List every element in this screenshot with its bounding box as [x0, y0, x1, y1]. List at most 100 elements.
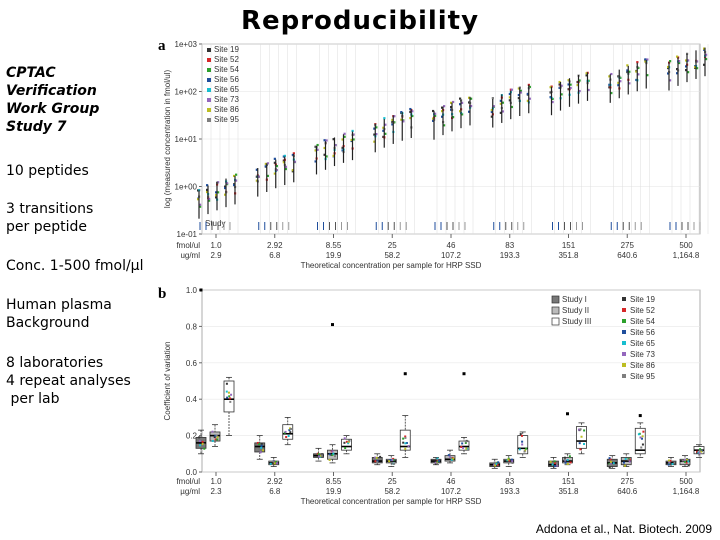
site-point: [507, 458, 510, 461]
data-point: [325, 155, 328, 158]
data-point: [341, 146, 344, 149]
site-point: [465, 447, 468, 450]
site-point: [269, 462, 272, 465]
data-point: [341, 138, 344, 141]
site-point: [436, 457, 439, 460]
data-point: [569, 86, 572, 90]
study-title: CPTAC Verification Work Group Study 7: [6, 64, 99, 136]
site-point: [225, 382, 228, 385]
note-transitions: 3 transitions per peptide: [6, 200, 93, 236]
data-point: [434, 112, 437, 115]
site-point: [225, 390, 228, 393]
data-point: [351, 129, 354, 133]
data-point: [352, 138, 355, 141]
data-point: [217, 191, 220, 194]
data-point: [528, 97, 531, 100]
site-point: [554, 462, 557, 465]
site-point: [404, 436, 407, 439]
data-point: [626, 69, 629, 72]
site-point: [609, 462, 612, 465]
site-point: [388, 460, 391, 463]
data-point: [617, 84, 620, 87]
data-point: [393, 115, 396, 118]
site-point: [494, 464, 497, 467]
site-point: [579, 428, 582, 431]
data-point: [644, 60, 647, 63]
data-point: [560, 93, 563, 96]
x-row-label: µg/ml: [180, 487, 200, 496]
x-tick-label-fmol: 83: [505, 241, 514, 250]
site-point: [434, 462, 437, 465]
site-point: [348, 439, 351, 442]
data-point: [510, 88, 513, 91]
data-point: [470, 104, 473, 108]
site-point: [226, 396, 229, 399]
data-point: [705, 58, 708, 61]
data-point: [619, 80, 622, 83]
site-point: [569, 461, 572, 464]
site-point: [376, 461, 379, 464]
site-point: [407, 445, 410, 448]
y-tick-label: 1.0: [186, 286, 198, 295]
data-point: [636, 61, 639, 64]
site-point: [285, 436, 288, 439]
site-point: [447, 454, 450, 457]
x-tick-label-ugml: 640.6: [617, 487, 638, 496]
data-point: [490, 108, 493, 112]
site-point: [404, 447, 407, 450]
site-point: [436, 460, 439, 463]
note-line: per lab: [6, 391, 60, 407]
site-point: [343, 441, 346, 444]
data-point: [291, 169, 294, 172]
data-point: [694, 66, 697, 69]
x-tick-label-fmol: 8.55: [326, 241, 342, 250]
data-point: [275, 164, 278, 168]
data-point: [499, 102, 502, 105]
site-point: [641, 443, 644, 446]
data-point: [508, 99, 511, 102]
site-point: [201, 440, 204, 443]
x-tick-label-ugml: 107.2: [441, 487, 462, 496]
data-point: [626, 64, 629, 67]
data-point: [508, 96, 511, 99]
data-point: [558, 80, 561, 84]
site-point: [493, 461, 496, 464]
site-point: [583, 429, 586, 432]
data-point: [215, 196, 218, 199]
data-point: [316, 148, 319, 151]
legend-entry: Site 19: [214, 45, 239, 54]
note-laboratories: 8 laboratories 4 repeat analyses per lab: [6, 354, 131, 408]
data-point: [282, 161, 285, 164]
site-point: [642, 430, 645, 433]
data-point: [273, 157, 276, 160]
panel-letter-b: b: [158, 286, 166, 302]
data-point: [685, 69, 688, 72]
box: [634, 427, 646, 455]
data-point: [450, 105, 453, 109]
site-point: [434, 461, 437, 464]
study-legend-swatch: [551, 295, 560, 304]
site-point: [451, 456, 454, 459]
data-point: [491, 97, 494, 100]
data-point: [402, 120, 405, 123]
site-point: [549, 460, 552, 463]
site-point: [623, 464, 626, 467]
data-point: [291, 170, 294, 173]
site-point: [203, 447, 206, 450]
data-point: [443, 105, 446, 108]
site-point: [673, 461, 676, 464]
plot-area-b: [201, 289, 701, 473]
site-point: [331, 453, 334, 456]
site-point: [608, 457, 611, 460]
data-point: [551, 100, 554, 104]
x-axis-label: Theoretical concentration per sample for…: [301, 497, 482, 506]
site-point: [288, 429, 291, 432]
site-point: [640, 437, 643, 440]
data-point: [292, 152, 295, 155]
site-point: [328, 453, 331, 456]
site-point: [448, 455, 451, 458]
legend-swatch: [207, 78, 211, 82]
data-point: [696, 67, 699, 70]
x-tick-label-fmol: 8.55: [326, 477, 342, 486]
data-point: [257, 175, 260, 178]
